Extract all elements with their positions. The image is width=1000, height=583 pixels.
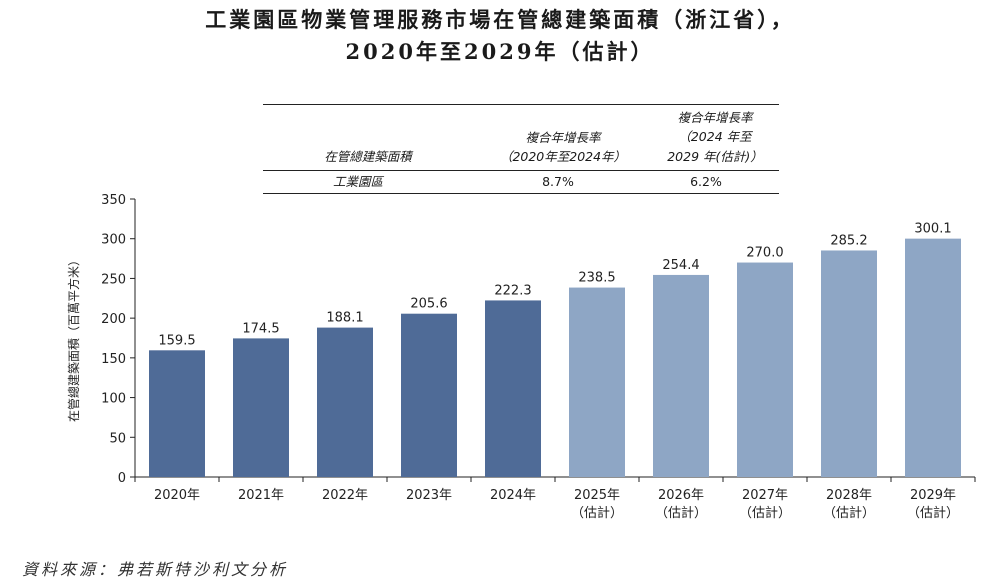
x-tick-sublabel: （估計）	[571, 505, 623, 521]
bar-value-label: 270.0	[746, 246, 783, 261]
y-axis-title-text: 在管總建築面積（百萬平方米）	[66, 254, 81, 422]
x-tick-sublabel: （估計）	[655, 505, 707, 521]
bar-2027年	[737, 262, 793, 477]
chart-title-line1: 工業園區物業管理服務市場在管總建築面積（浙江省），	[205, 7, 795, 32]
bar-value-label: 174.5	[242, 321, 279, 336]
y-tick-label: 0	[118, 471, 126, 486]
x-tick-label: 2029年	[910, 488, 956, 503]
y-tick-label: 350	[101, 193, 126, 208]
table-col1-value: 8.7%	[542, 174, 574, 189]
x-tick-label: 2022年	[322, 488, 368, 503]
bar-2025年	[569, 287, 625, 477]
y-tick-label: 300	[101, 233, 126, 248]
bar-2028年	[821, 250, 877, 477]
bar-value-label: 188.1	[326, 311, 363, 326]
bar-value-label: 238.5	[578, 271, 615, 286]
y-tick-label: 250	[101, 272, 126, 287]
x-tick-sublabel: （估計）	[739, 505, 791, 521]
table-col1-header-line1: 複合年增長率	[525, 130, 601, 145]
table-header-rule	[263, 170, 779, 171]
x-tick-label: 2027年	[742, 488, 788, 503]
table-header-row-label: 在管總建築面積	[324, 149, 412, 164]
bar-value-label: 205.6	[410, 297, 447, 312]
bar-value-label: 159.5	[158, 333, 195, 348]
y-tick-label: 50	[109, 431, 126, 446]
chart-title-line2: 2020年至2029年（估計）	[345, 39, 655, 64]
source-note: 資料來源：弗若斯特沙利文分析	[22, 560, 289, 579]
bar-2024年	[485, 300, 541, 477]
table-col2-header-line2: （2024 年至	[678, 129, 752, 144]
y-tick-label: 150	[101, 352, 126, 367]
y-tick-label: 200	[101, 312, 126, 327]
bar-2029年	[905, 238, 961, 477]
x-tick-label: 2028年	[826, 488, 872, 503]
x-tick-label: 2024年	[490, 488, 536, 503]
table-col2-header-line3: 2029 年(估計)）	[667, 149, 763, 164]
y-axis-title: 在管總建築面積（百萬平方米）	[66, 254, 81, 422]
bar-2021年	[233, 338, 289, 477]
bar-2020年	[149, 350, 205, 477]
bar-2022年	[317, 327, 373, 477]
table-top-rule	[263, 104, 779, 105]
x-tick-label: 2025年	[574, 488, 620, 503]
x-tick-label: 2023年	[406, 488, 452, 503]
bar-2023年	[401, 313, 457, 477]
y-tick-label: 100	[101, 392, 126, 407]
x-tick-label: 2021年	[238, 488, 284, 503]
bar-value-label: 285.2	[830, 233, 867, 248]
table-bottom-rule	[263, 193, 779, 194]
x-tick-sublabel: （估計）	[823, 505, 875, 521]
table-col2-value: 6.2%	[690, 174, 722, 189]
bar-value-label: 300.1	[914, 222, 951, 237]
table-row-label: 工業園區	[332, 174, 383, 189]
bar-value-label: 222.3	[494, 283, 531, 298]
table-col1-header-line2: （2020年至2024年）	[499, 149, 627, 164]
x-tick-label: 2020年	[154, 488, 200, 503]
table-col2-header-line1: 複合年增長率	[677, 110, 753, 125]
bar-value-label: 254.4	[662, 258, 699, 273]
bar-2026年	[653, 274, 709, 477]
bar-chart: 在管總建築面積（百萬平方米） 0 50 100 150 200 250 300 350 159…	[66, 193, 976, 521]
x-tick-label: 2026年	[658, 488, 704, 503]
x-tick-sublabel: （估計）	[907, 505, 959, 521]
